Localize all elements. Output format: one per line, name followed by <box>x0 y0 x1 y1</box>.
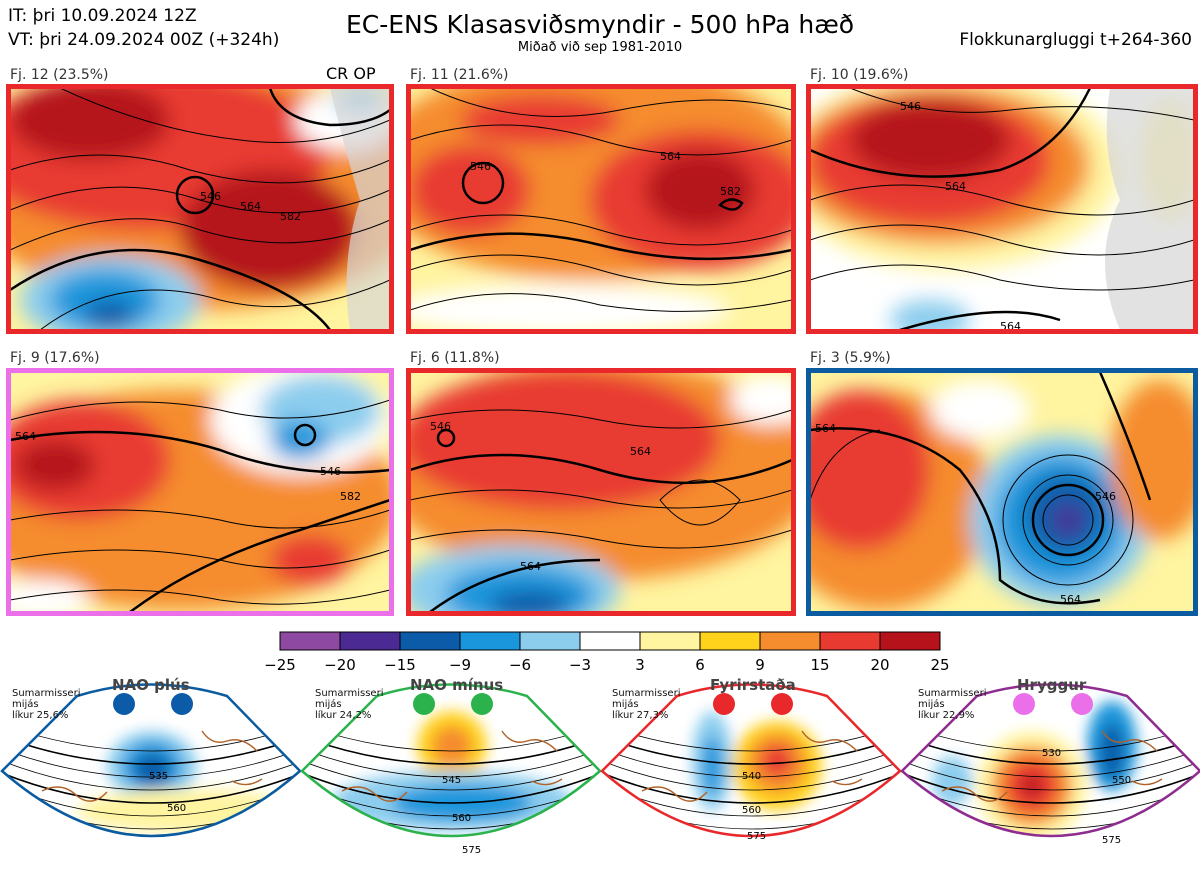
regime-contour-label: 575 <box>747 831 766 842</box>
colorbar-swatch <box>579 631 641 651</box>
contour-label: 564 <box>630 445 651 458</box>
colorbar-swatch <box>759 631 821 651</box>
contour-label: 546 <box>320 465 341 478</box>
regime-note: Sumarmisseri mijás líkur 24,2% <box>315 688 384 721</box>
contour-label: 582 <box>720 185 741 198</box>
cluster-frame <box>406 368 796 616</box>
cluster-label: Fj. 6 (11.8%) <box>410 350 500 366</box>
cluster-map-10: 546 564 564 <box>810 88 1194 333</box>
colorbar-swatch <box>459 631 521 651</box>
regime-map: 545 560 575 <box>300 683 602 856</box>
colorbar-tick-label: −3 <box>569 656 591 674</box>
contour-label: 582 <box>280 210 301 223</box>
contour-label: 546 <box>900 100 921 113</box>
regime-name: Fyrirstaða <box>710 676 796 694</box>
regime-name: NAO mínus <box>410 676 504 694</box>
colorbar-swatch <box>399 631 461 651</box>
cluster-frame <box>406 84 796 334</box>
colorbar-tick-label: 9 <box>755 656 765 674</box>
cluster-frame <box>806 368 1198 616</box>
regime-contour-label: 575 <box>1102 835 1121 846</box>
contour-label: 546 <box>200 190 221 203</box>
colorbar: −25 −20 −15 −9 −6 −3 3 6 9 15 20 25 <box>264 631 950 674</box>
colorbar-swatch <box>879 631 941 651</box>
cluster-label: Fj. 10 (19.6%) <box>810 67 909 83</box>
colorbar-tick-label: −9 <box>449 656 471 674</box>
colorbar-tick-label: −20 <box>324 656 356 674</box>
classification-window: Flokkunargluggi t+264-360 <box>959 30 1192 50</box>
regime-dot <box>1071 693 1093 715</box>
page-title: EC-ENS Klasasviðsmyndir - 500 hPa hæð <box>345 10 855 39</box>
colorbar-tick-label: 25 <box>930 656 949 674</box>
cr-op-label: CR OP <box>326 64 376 83</box>
contour-label: 564 <box>660 150 681 163</box>
cluster-map-9: 564 546 582 <box>10 372 390 612</box>
cluster-map-6: 546 564 564 <box>410 372 792 612</box>
regime-dot <box>771 693 793 715</box>
colorbar-tick-label: 20 <box>870 656 889 674</box>
regime-name: NAO plús <box>112 676 190 694</box>
colorbar-tick-label: 6 <box>695 656 705 674</box>
colorbar-tick-label: 3 <box>635 656 645 674</box>
contour-label: 564 <box>15 430 36 443</box>
contour-label: 564 <box>1060 593 1081 606</box>
contour-label: 546 <box>470 160 491 173</box>
contour-label: 582 <box>340 490 361 503</box>
contour-label: 546 <box>1095 490 1116 503</box>
colorbar-swatch <box>819 631 881 651</box>
colorbar-swatch <box>699 631 761 651</box>
regime-contour-label: 560 <box>452 813 471 824</box>
colorbar-tick-label: −6 <box>509 656 531 674</box>
cluster-map-11: 546 564 582 <box>410 88 792 330</box>
regime-contour-label: 535 <box>149 771 168 782</box>
regime-contour-label: 550 <box>1112 775 1131 786</box>
colorbar-swatch <box>639 631 701 651</box>
regime-contour-label: 560 <box>742 805 761 816</box>
regime-contour-label: 575 <box>462 845 481 856</box>
regime-note: Sumarmisseri mijás líkur 22,9% <box>918 688 987 721</box>
colorbar-tick-label: −15 <box>384 656 416 674</box>
cluster-frame <box>6 84 394 334</box>
regime-dot <box>713 693 735 715</box>
regime-contour-label: 530 <box>1042 748 1061 759</box>
colorbar-swatch <box>279 631 341 651</box>
colorbar-tick-label: 15 <box>810 656 829 674</box>
contour-label: 564 <box>240 200 261 213</box>
regime-name: Hryggur <box>1017 676 1087 694</box>
regime-note: Sumarmisseri mijás líkur 25,6% <box>12 688 81 721</box>
cluster-map-12: 546 564 582 <box>10 88 390 330</box>
cluster-frame <box>6 368 394 616</box>
regime-map: 530 550 575 <box>900 683 1200 846</box>
regime-contour-label: 560 <box>167 803 186 814</box>
cluster-map-3: 564 546 564 <box>810 372 1194 612</box>
regime-map: 535 560 <box>0 683 302 838</box>
page-subtitle: Miðað við sep 1981-2010 <box>517 40 683 55</box>
regime-dot <box>1013 693 1035 715</box>
colorbar-tick-label: −25 <box>264 656 296 674</box>
contour-label: 546 <box>430 420 451 433</box>
regime-note: Sumarmisseri mijás líkur 27,3% <box>612 688 681 721</box>
regime-dot <box>413 693 435 715</box>
cluster-label: Fj. 9 (17.6%) <box>10 350 100 366</box>
init-time: IT: þri 10.09.2024 12Z <box>8 6 197 26</box>
colorbar-swatch <box>519 631 581 651</box>
contour-label: 564 <box>815 422 836 435</box>
cluster-maps: 546 564 582 546 564 582 <box>6 84 1198 616</box>
regime-dot <box>471 693 493 715</box>
regime-dot <box>113 693 135 715</box>
regime-dot <box>171 693 193 715</box>
contour-label: 564 <box>945 180 966 193</box>
colorbar-swatch <box>339 631 401 651</box>
contour-label: 564 <box>1000 320 1021 333</box>
valid-time: VT: þri 24.09.2024 00Z (+324h) <box>8 30 280 50</box>
regime-contour-label: 540 <box>742 771 761 782</box>
cluster-label: Fj. 11 (21.6%) <box>410 67 509 83</box>
cluster-frame <box>806 84 1198 334</box>
cluster-label: Fj. 3 (5.9%) <box>810 350 891 366</box>
regime-maps: 535 560 545 560 575 540 560 575 530 550 575 <box>0 683 1200 856</box>
cluster-label: Fj. 12 (23.5%) <box>10 67 109 83</box>
contour-label: 564 <box>520 560 541 573</box>
regime-contour-label: 545 <box>442 775 461 786</box>
